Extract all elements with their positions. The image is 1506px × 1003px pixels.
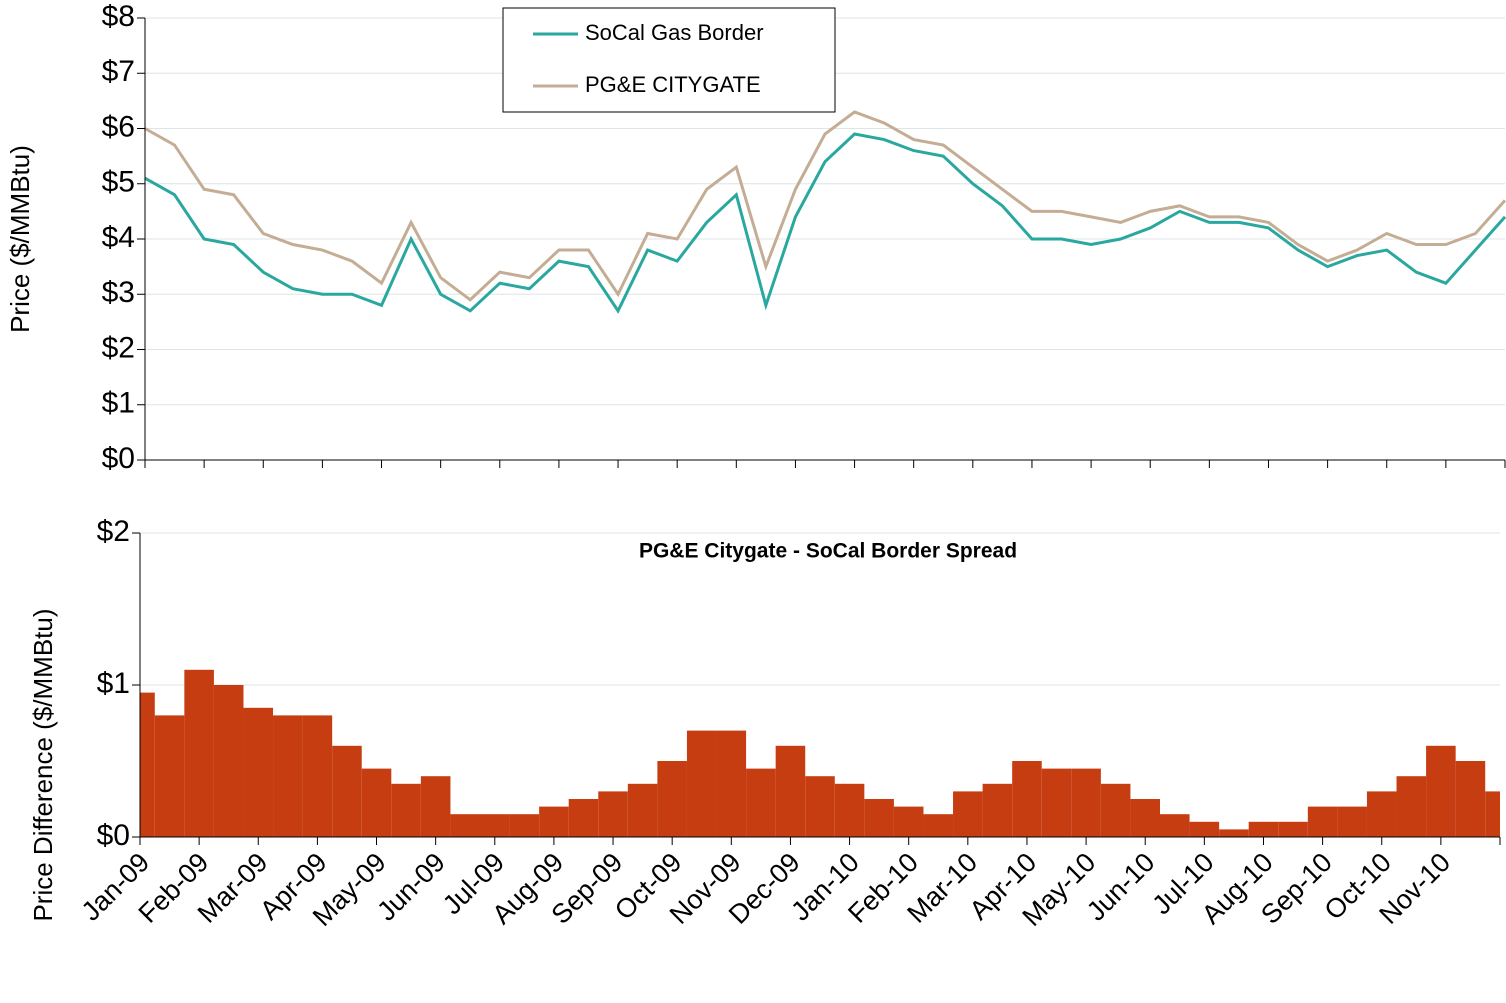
bar [953,791,983,837]
bar [213,685,244,837]
y-tick-label: $8 [102,0,135,33]
line [144,132,1506,314]
bar [1012,761,1042,837]
bar [1041,768,1072,837]
y-axis-label: Price ($/MMBtu) [5,145,35,333]
bar [1396,776,1427,837]
bar [391,783,421,837]
y-tick-label: $1 [97,667,130,700]
bar [805,776,835,837]
y-tick-label: $1 [102,387,135,420]
bar [1366,791,1397,837]
bar [539,806,569,837]
bar [1278,821,1308,837]
legend-label: SoCal Gas Border [585,20,764,45]
bar [1071,768,1101,837]
bar [834,783,865,837]
bar [775,745,806,837]
bar [1426,745,1456,837]
y-tick-label: $0 [97,819,130,852]
y-tick-label: $5 [102,166,135,199]
bar [1189,821,1220,837]
bar [273,715,303,837]
bar [1485,791,1500,837]
y-tick-label: $0 [102,442,135,475]
bar [480,814,510,837]
line [144,110,1506,302]
bar [450,814,480,837]
x-tick-label: Jun-09 [371,847,451,927]
bar [1455,761,1486,837]
bar [893,806,924,837]
bar [1219,829,1249,837]
bar [568,799,599,837]
y-tick-label: $6 [102,110,135,143]
bar [982,783,1013,837]
bar [1307,806,1338,837]
chart-title: PG&E Citygate - SoCal Border Spread [639,540,1017,563]
y-tick-label: $3 [102,276,135,309]
bar [1160,814,1190,837]
x-tick-label: Jun-10 [1081,847,1161,927]
bar [140,692,155,837]
legend-box [502,7,836,113]
bar [598,791,628,837]
bar [361,768,392,837]
bar [923,814,954,837]
y-axis-label: Price Difference ($/MMBtu) [28,608,58,921]
bar [420,776,451,837]
bar [302,715,333,837]
bar [627,783,658,837]
bar [657,761,687,837]
y-tick-label: $7 [102,55,135,88]
bar [1100,783,1131,837]
bar [746,768,776,837]
bar [1337,806,1367,837]
bar [184,669,214,837]
y-tick-label: $4 [102,221,135,254]
bar [243,707,274,837]
bar [154,715,185,837]
y-tick-label: $2 [102,331,135,364]
bar [864,799,894,837]
legend-label: PG&E CITYGATE [585,72,761,97]
bar [332,745,362,837]
bar [1248,821,1279,837]
bar [509,814,540,837]
y-tick-label: $2 [97,515,130,548]
bar [1130,799,1160,837]
bar [716,730,747,837]
bar [686,730,717,837]
